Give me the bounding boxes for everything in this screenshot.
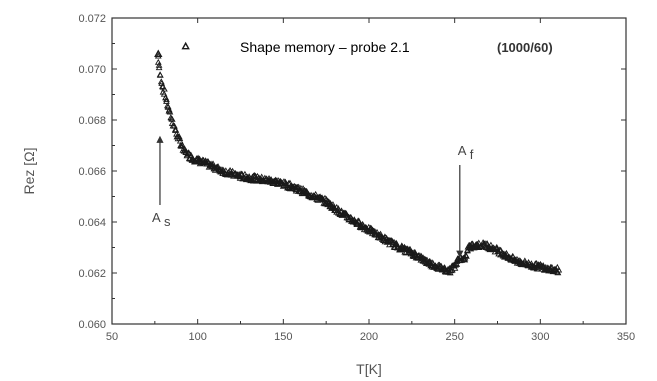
y-tick-label: 0.070	[78, 64, 106, 76]
y-tick-label: 0.066	[78, 166, 106, 178]
data-point	[163, 97, 170, 104]
data-point	[451, 264, 459, 271]
y-tick-label: 0.062	[78, 268, 106, 280]
x-tick-label: 200	[360, 331, 378, 343]
data-point	[343, 211, 350, 218]
annotation-sub-af: f	[470, 147, 474, 162]
data-point	[209, 160, 217, 167]
y-tick-label: 0.072	[78, 13, 106, 25]
annotation-sub-as: s	[164, 214, 171, 229]
y-axis-label: Rez [Ω]	[21, 147, 37, 194]
data-point	[475, 239, 483, 246]
data-point	[494, 247, 502, 254]
data-point	[328, 201, 335, 208]
annotation-label-as: A	[152, 210, 161, 225]
x-tick-label: 150	[274, 331, 292, 343]
data-point	[161, 85, 168, 92]
data-point	[555, 266, 563, 273]
data-point	[258, 173, 266, 180]
data-point	[411, 249, 419, 256]
data-point-outlier	[154, 49, 163, 57]
data-point	[176, 135, 184, 142]
data-point	[178, 142, 185, 149]
data-point	[525, 260, 533, 267]
x-tick-label: 300	[531, 331, 549, 343]
data-point	[240, 174, 248, 181]
y-tick-label: 0.060	[78, 319, 106, 331]
data-point	[222, 167, 230, 174]
data-point	[165, 106, 173, 113]
data-point	[463, 252, 470, 259]
data-point-outlier	[181, 41, 190, 50]
chart-subtitle: (1000/60)	[497, 40, 553, 55]
data-point	[155, 64, 163, 71]
data-point	[312, 190, 320, 197]
data-point	[378, 233, 386, 240]
data-point	[321, 194, 329, 201]
y-tick-label: 0.064	[78, 217, 106, 229]
annotation-label-af: A	[458, 143, 467, 158]
x-tick-label: 350	[617, 331, 635, 343]
plot-frame	[111, 17, 627, 325]
data-point	[166, 108, 174, 115]
x-axis-label: T[K]	[356, 361, 382, 377]
data-point	[324, 201, 331, 208]
data-point	[418, 253, 425, 260]
chart-title: Shape memory – probe 2.1	[240, 39, 410, 55]
data-point	[453, 260, 461, 267]
data-point	[160, 90, 168, 97]
x-tick-label: 100	[188, 331, 206, 343]
data-point	[539, 262, 547, 269]
data-point	[187, 151, 195, 158]
x-tick-label: 50	[106, 331, 118, 343]
x-tick-label: 250	[445, 331, 463, 343]
data-point	[377, 232, 384, 239]
data-point	[155, 61, 163, 68]
data-point	[355, 218, 363, 225]
data-point	[163, 96, 170, 103]
y-axis: 0.060 0.062 0.064 0.066 0.068 0.070 0.072	[78, 13, 626, 331]
data-point	[423, 256, 431, 263]
data-point	[448, 266, 456, 273]
data-points	[154, 41, 563, 276]
y-tick-label: 0.068	[78, 115, 106, 127]
x-axis: 50 100 150 200 250 300 350	[106, 18, 635, 343]
data-point	[182, 147, 190, 154]
data-point	[156, 71, 164, 78]
data-point	[534, 265, 542, 272]
data-point	[157, 78, 165, 85]
